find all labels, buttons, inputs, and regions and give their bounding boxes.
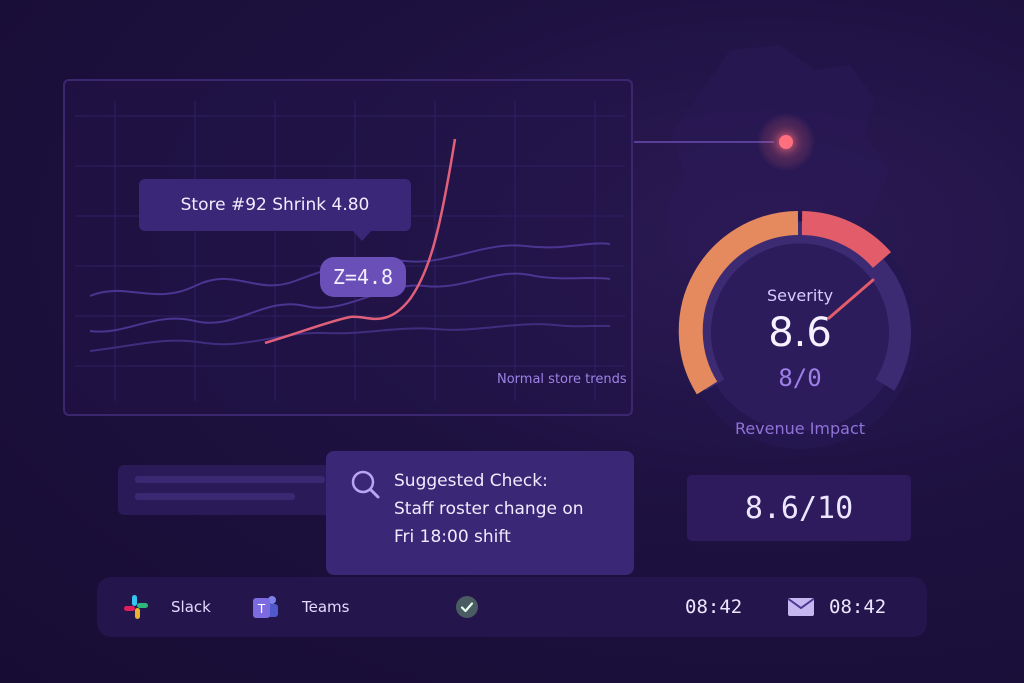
slack-button[interactable]: Slack (121, 577, 211, 637)
placeholder-bar (118, 465, 348, 515)
store-trend-chart (63, 79, 633, 416)
magnifier-icon (351, 470, 380, 499)
z-score-badge: Z=4.8 (320, 257, 406, 297)
suggested-check-card[interactable]: Suggested Check: Staff roster change on … (326, 451, 634, 575)
suggested-check-detail-2: Fri 18:00 shift (394, 527, 511, 547)
chart-plot (75, 101, 625, 401)
severity-score-box: 8.6/10 (687, 475, 911, 541)
store-tooltip-tail (353, 231, 371, 241)
anomaly-line (264, 138, 457, 345)
severity-gauge (678, 211, 918, 449)
check-circle-icon (456, 596, 478, 618)
location-pin-dot (779, 135, 793, 149)
store-tooltip: Store #92 Shrink 4.80 (139, 179, 411, 231)
teams-label: Teams (302, 598, 350, 616)
chart-grid (75, 101, 625, 401)
severity-label: Severity (766, 286, 834, 305)
teams-icon: T (253, 596, 278, 618)
mail-button[interactable]: 08:42 (787, 577, 886, 637)
normal-trend-line-3 (89, 323, 611, 352)
severity-sub-value: 8/0 (778, 364, 822, 392)
teams-button[interactable]: T Teams (250, 577, 349, 637)
time-left: 08:42 (685, 596, 743, 618)
placeholder-line (135, 476, 325, 483)
map-connector-line (634, 141, 774, 143)
mail-icon (787, 598, 815, 616)
normal-trend-line-2 (89, 272, 611, 333)
normal-trends-label: Normal store trends (497, 372, 627, 387)
slack-label: Slack (171, 598, 211, 616)
suggested-check-title: Suggested Check: (394, 471, 548, 491)
status-check[interactable] (455, 577, 479, 637)
placeholder-line (135, 493, 295, 500)
gauge-needle (827, 278, 875, 320)
svg-text:T: T (257, 602, 266, 616)
suggested-check-text: Suggested Check: Staff roster change on … (394, 467, 584, 551)
integration-bar: Slack T Teams 08:42 08:42 (97, 577, 927, 637)
timestamp-left: 08:42 (685, 577, 742, 637)
severity-value: 8.6 (768, 310, 832, 356)
slack-icon (124, 595, 148, 619)
gauge-segment-red (801, 211, 892, 269)
suggested-check-detail-1: Staff roster change on (394, 499, 584, 519)
revenue-impact-label: Revenue Impact (734, 419, 866, 438)
gauge-segment-orange (678, 211, 799, 395)
location-pin[interactable] (757, 113, 815, 171)
time-right: 08:42 (829, 596, 887, 618)
